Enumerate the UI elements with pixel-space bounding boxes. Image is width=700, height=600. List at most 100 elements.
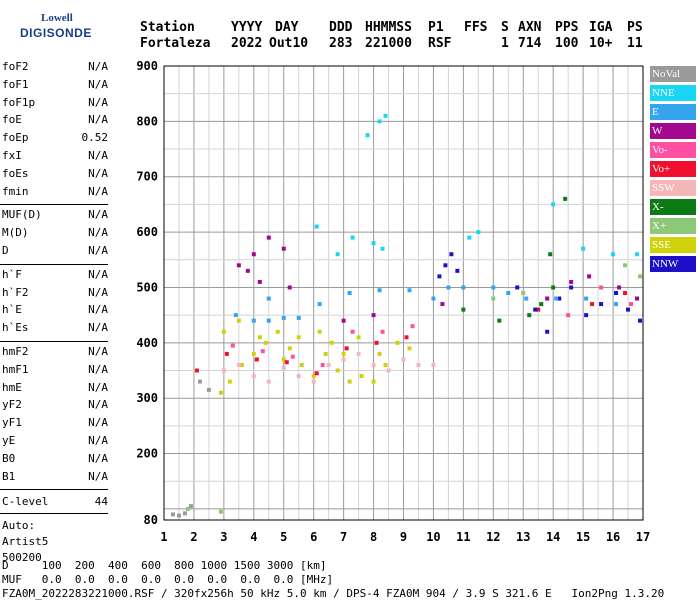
- param-name: foF1p: [2, 95, 36, 109]
- muf-row: MUF 0.0 0.0 0.0 0.0 0.0 0.0 0.0 0.0 [MHz…: [2, 573, 334, 586]
- data-point-vo: [260, 349, 265, 354]
- data-point-nnw: [638, 318, 643, 323]
- header-label-1: YYYY: [231, 20, 263, 35]
- data-point-nne: [350, 235, 355, 240]
- param-value: N/A: [88, 451, 108, 465]
- data-point-sse: [356, 335, 361, 340]
- param-hme: hmE N/A: [2, 381, 108, 397]
- data-point-sse: [335, 368, 340, 373]
- data-point-nnw: [614, 291, 619, 295]
- param-name: h`E: [2, 303, 22, 317]
- param-foes: foEs N/A: [2, 167, 108, 183]
- data-point-x: [548, 252, 553, 257]
- data-point-x: [563, 196, 568, 201]
- legend-x: X-: [650, 199, 696, 215]
- logo-line1: Lowell: [41, 12, 73, 24]
- param-name: h`F: [2, 267, 22, 281]
- param-value: N/A: [88, 149, 108, 162]
- data-point-w: [281, 246, 286, 251]
- data-point-sse: [371, 379, 376, 384]
- data-point-nne: [380, 246, 385, 251]
- header-value-10: 10+: [589, 36, 613, 51]
- data-point-sse: [323, 351, 328, 356]
- data-point-nnw: [584, 313, 589, 318]
- data-point-vo: [590, 302, 595, 307]
- data-point-nnw: [449, 252, 454, 257]
- data-point-w: [341, 318, 346, 323]
- data-point-vo: [224, 351, 229, 356]
- legend-e: E: [650, 104, 696, 120]
- param-name: foEp: [2, 131, 29, 145]
- data-point-vo: [404, 335, 409, 340]
- data-point-vo: [230, 343, 235, 348]
- data-point-vo: [623, 291, 628, 295]
- param-separator: [0, 204, 108, 206]
- data-point-w: [287, 285, 292, 290]
- data-point-e: [614, 302, 619, 307]
- param-value: N/A: [88, 398, 108, 412]
- header-label-10: IGA: [589, 20, 613, 35]
- header-label-5: P1: [428, 20, 444, 35]
- data-point-nnw: [599, 302, 604, 307]
- param-value: N/A: [88, 303, 108, 317]
- param-name: fmin: [2, 184, 29, 198]
- param-value: N/A: [88, 226, 108, 240]
- data-point-e: [296, 315, 301, 320]
- data-point-e: [281, 315, 286, 320]
- header-value-1: 2022: [231, 36, 263, 51]
- plot-frame: [163, 65, 644, 521]
- data-point-nnw: [533, 307, 538, 312]
- param-separator: [0, 263, 108, 265]
- data-point-nne: [551, 202, 556, 207]
- param-value: N/A: [88, 244, 108, 257]
- header-value-5: RSF: [428, 36, 452, 51]
- data-point-e: [584, 296, 589, 301]
- param-name: hmF1: [2, 362, 29, 376]
- data-point-e: [377, 288, 382, 293]
- x-tick-label: 4: [250, 530, 257, 544]
- param-name: foF2: [2, 60, 29, 73]
- param-value: N/A: [88, 77, 108, 91]
- data-point-vo: [290, 354, 295, 359]
- data-point-noval: [188, 504, 193, 509]
- header-label-9: PPS: [555, 20, 579, 35]
- data-point-noval: [197, 379, 202, 384]
- param-fmin: fmin N/A: [2, 185, 108, 201]
- data-point-sse: [341, 351, 346, 356]
- data-point-x: [638, 274, 643, 279]
- data-point-nne: [383, 113, 388, 118]
- param-value: N/A: [88, 362, 108, 376]
- header-label-7: S: [501, 20, 509, 35]
- data-point-nnw: [626, 307, 631, 312]
- data-point-noval: [170, 512, 175, 517]
- auto-line3: 500200: [2, 551, 42, 565]
- param-name: C-level: [2, 495, 49, 509]
- data-point-w: [440, 302, 445, 307]
- y-tick-label: 900: [136, 59, 158, 73]
- y-tick-label: 80: [144, 513, 158, 527]
- data-point-x: [491, 296, 496, 301]
- data-point-e: [233, 313, 238, 318]
- data-point-x: [461, 307, 466, 312]
- data-point-e: [506, 291, 511, 295]
- data-point-x: [185, 506, 190, 511]
- data-point-e: [524, 296, 529, 301]
- data-point-vo: [194, 368, 199, 373]
- data-point-w: [251, 252, 256, 257]
- param-hf: h`F N/A: [2, 268, 108, 284]
- data-point-vo: [374, 340, 379, 345]
- data-point-ssw: [221, 368, 226, 373]
- header-value-8: 714: [518, 36, 542, 51]
- data-point-sse: [329, 340, 334, 345]
- y-tick-label: 400: [136, 336, 158, 350]
- param-fxi: fxI N/A: [2, 149, 108, 165]
- auto-line2: Artist5: [2, 535, 49, 549]
- header-label-3: DDD: [329, 20, 353, 35]
- data-point-ssw: [371, 362, 376, 367]
- param-name: MUF(D): [2, 208, 42, 222]
- data-point-nnw: [557, 296, 562, 301]
- x-tick-label: 16: [606, 530, 620, 544]
- header-value-2: Out10: [269, 36, 309, 51]
- param-fof1p: foF1p N/A: [2, 96, 108, 112]
